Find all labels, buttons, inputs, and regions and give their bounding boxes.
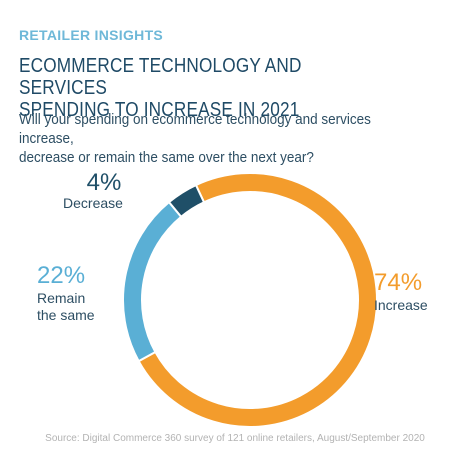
decrease-value-label: 4% <box>87 169 122 196</box>
remain-value-label: 22% <box>37 262 85 289</box>
remain-category-label-line-1: Remain <box>37 290 85 306</box>
donut-slices <box>122 172 378 428</box>
remain-slice <box>122 200 183 363</box>
decrease-category-label: Decrease <box>63 195 123 211</box>
chart-title-line-2: SPENDING TO INCREASE IN 2021 <box>19 99 300 121</box>
chart-subtitle-line-1: Will your spending on ecommerce technolo… <box>19 111 371 147</box>
chart-title: ECOMMERCE TECHNOLOGY AND SERVICES SPENDI… <box>19 55 389 121</box>
increase-category-label: Increase <box>374 297 428 313</box>
source-note: Source: Digital Commerce 360 survey of 1… <box>45 433 425 444</box>
chart-title-line-1: ECOMMERCE TECHNOLOGY AND SERVICES <box>19 55 302 99</box>
chart-subtitle-line-2: decrease or remain the same over the nex… <box>19 149 314 166</box>
chart-subtitle: Will your spending on ecommerce technolo… <box>19 110 415 167</box>
increase-slice <box>137 172 378 428</box>
increase-value-label: 74% <box>374 269 422 296</box>
kicker-label: RETAILER INSIGHTS <box>19 27 164 43</box>
remain-category-label-line-2: the same <box>37 307 95 323</box>
decrease-slice <box>167 183 206 219</box>
